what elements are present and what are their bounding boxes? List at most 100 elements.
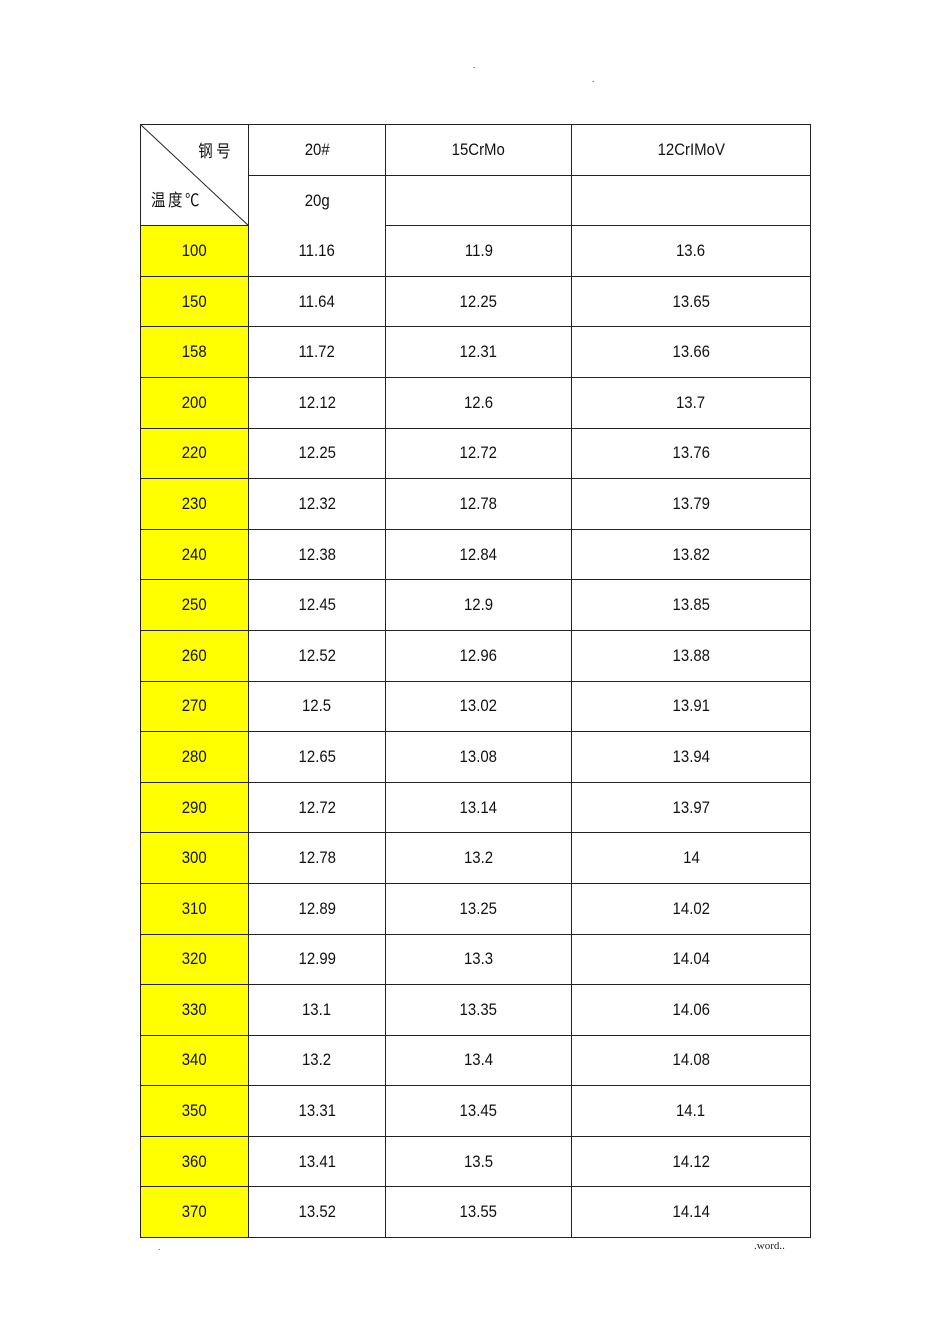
value-cell: 12.72 bbox=[248, 781, 386, 834]
value-cell: 13.97 bbox=[571, 781, 811, 834]
value-cell: 13.82 bbox=[571, 528, 811, 581]
value-cell: 12.38 bbox=[248, 528, 386, 581]
value-cell: 13.79 bbox=[571, 478, 811, 530]
table-row: 340 13.2 13.4 14.08 bbox=[140, 1034, 811, 1087]
table-row: 300 12.78 13.2 14 bbox=[140, 832, 811, 884]
value-cell: 13.88 bbox=[571, 629, 811, 682]
table-row: 360 13.41 13.5 14.12 bbox=[140, 1135, 811, 1188]
value-cell: 12.84 bbox=[385, 528, 572, 581]
table-row: 270 12.5 13.02 13.91 bbox=[140, 680, 811, 733]
table-row: 350 13.31 13.45 14.1 bbox=[140, 1085, 811, 1137]
value-cell: 13.02 bbox=[385, 680, 572, 733]
temperature-label: 温度℃ bbox=[151, 191, 202, 211]
value-cell: 13.94 bbox=[571, 731, 811, 783]
temperature-cell: 340 bbox=[140, 1034, 249, 1087]
value-cell: 13.66 bbox=[571, 326, 811, 378]
value-cell: 13.52 bbox=[248, 1186, 386, 1239]
temperature-cell: 300 bbox=[140, 832, 249, 884]
value-cell: 13.65 bbox=[571, 275, 811, 328]
table-row: 330 13.1 13.35 14.06 bbox=[140, 984, 811, 1036]
value-cell: 13.55 bbox=[385, 1186, 572, 1239]
table-row: 260 12.52 12.96 13.88 bbox=[140, 629, 811, 682]
value-cell: 12.52 bbox=[248, 629, 386, 682]
table-row: 320 12.99 13.3 14.04 bbox=[140, 933, 811, 986]
table-row: 290 12.72 13.14 13.97 bbox=[140, 781, 811, 834]
value-cell: 13.3 bbox=[385, 933, 572, 986]
value-cell: 13.7 bbox=[571, 376, 811, 429]
temperature-cell: 370 bbox=[140, 1186, 249, 1239]
value-cell: 14.02 bbox=[571, 882, 811, 935]
value-cell: 14 bbox=[571, 832, 811, 884]
table-row: 150 11.64 12.25 13.65 bbox=[140, 275, 811, 328]
temperature-cell: 310 bbox=[140, 882, 249, 935]
temperature-cell: 260 bbox=[140, 629, 249, 682]
value-cell: 11.64 bbox=[248, 275, 386, 328]
value-cell: 13.4 bbox=[385, 1034, 572, 1087]
column-subheader bbox=[571, 174, 811, 227]
value-cell: 11.72 bbox=[248, 326, 386, 378]
column-header: 12CrIMoV bbox=[571, 124, 811, 176]
table-row: 220 12.25 12.72 13.76 bbox=[140, 427, 811, 480]
value-cell: 13.76 bbox=[571, 427, 811, 480]
temperature-cell: 200 bbox=[140, 376, 249, 429]
table-row: 370 13.52 13.55 14.14 bbox=[140, 1186, 811, 1239]
corner-header-cell: 钢号 温度℃ bbox=[140, 123, 249, 227]
value-cell: 13.08 bbox=[385, 731, 572, 783]
value-cell: 13.1 bbox=[248, 984, 386, 1036]
value-cell: 12.5 bbox=[248, 680, 386, 733]
table-row: 230 12.32 12.78 13.79 bbox=[140, 478, 811, 530]
value-cell: 12.99 bbox=[248, 933, 386, 986]
temperature-cell: 320 bbox=[140, 933, 249, 986]
value-cell: 12.96 bbox=[385, 629, 572, 682]
value-cell: 12.9 bbox=[385, 579, 572, 631]
value-cell: 12.89 bbox=[248, 882, 386, 935]
value-cell: 12.6 bbox=[385, 376, 572, 429]
value-cell: 14.06 bbox=[571, 984, 811, 1036]
temperature-cell: 270 bbox=[140, 680, 249, 733]
table-row: 100 11.16 11.9 13.6 bbox=[140, 225, 811, 277]
value-cell: 12.45 bbox=[248, 579, 386, 631]
value-cell: 12.65 bbox=[248, 731, 386, 783]
value-cell: 12.72 bbox=[385, 427, 572, 480]
table-row: 280 12.65 13.08 13.94 bbox=[140, 731, 811, 783]
header-row: 钢号 温度℃ 20# 15CrMo 12CrIMoV bbox=[140, 123, 811, 227]
column-header: 20# bbox=[248, 124, 386, 176]
value-cell: 13.6 bbox=[571, 225, 811, 277]
table-row: 250 12.45 12.9 13.85 bbox=[140, 579, 811, 631]
value-cell: 14.14 bbox=[571, 1186, 811, 1239]
diagonal-line bbox=[141, 125, 248, 226]
temperature-cell: 280 bbox=[140, 731, 249, 783]
value-cell: 11.9 bbox=[385, 225, 572, 277]
value-cell: 13.91 bbox=[571, 680, 811, 733]
steel-grade-label: 钢号 bbox=[198, 142, 234, 161]
temperature-cell: 220 bbox=[140, 427, 249, 480]
table-row: 310 12.89 13.25 14.02 bbox=[140, 882, 811, 935]
temperature-cell: 360 bbox=[140, 1135, 249, 1188]
subheader-row: 20g bbox=[141, 174, 811, 227]
table-row: 158 11.72 12.31 13.66 bbox=[140, 326, 811, 378]
value-cell: 12.12 bbox=[248, 376, 386, 429]
temperature-cell: 100 bbox=[140, 225, 249, 277]
value-cell: 11.16 bbox=[248, 225, 386, 277]
value-cell: 14.08 bbox=[571, 1034, 811, 1087]
value-cell: 13.5 bbox=[385, 1135, 572, 1188]
table-row: 200 12.12 12.6 13.7 bbox=[140, 376, 811, 429]
temperature-cell: 150 bbox=[140, 275, 249, 328]
page-mark: . bbox=[473, 60, 476, 70]
temperature-cell: 290 bbox=[140, 781, 249, 834]
temperature-cell: 240 bbox=[140, 528, 249, 581]
column-subheader bbox=[385, 174, 572, 227]
page-mark: . bbox=[592, 74, 595, 84]
value-cell: 13.45 bbox=[385, 1085, 572, 1137]
value-cell: 13.2 bbox=[385, 832, 572, 884]
page-footer: .word.. bbox=[754, 1240, 785, 1252]
value-cell: 12.78 bbox=[385, 478, 572, 530]
temperature-cell: 330 bbox=[140, 984, 249, 1036]
value-cell: 14.04 bbox=[571, 933, 811, 986]
value-cell: 12.25 bbox=[385, 275, 572, 328]
value-cell: 12.31 bbox=[385, 326, 572, 378]
value-cell: 13.2 bbox=[248, 1034, 386, 1087]
value-cell: 13.14 bbox=[385, 781, 572, 834]
temperature-cell: 230 bbox=[140, 478, 249, 530]
temperature-cell: 350 bbox=[140, 1085, 249, 1137]
